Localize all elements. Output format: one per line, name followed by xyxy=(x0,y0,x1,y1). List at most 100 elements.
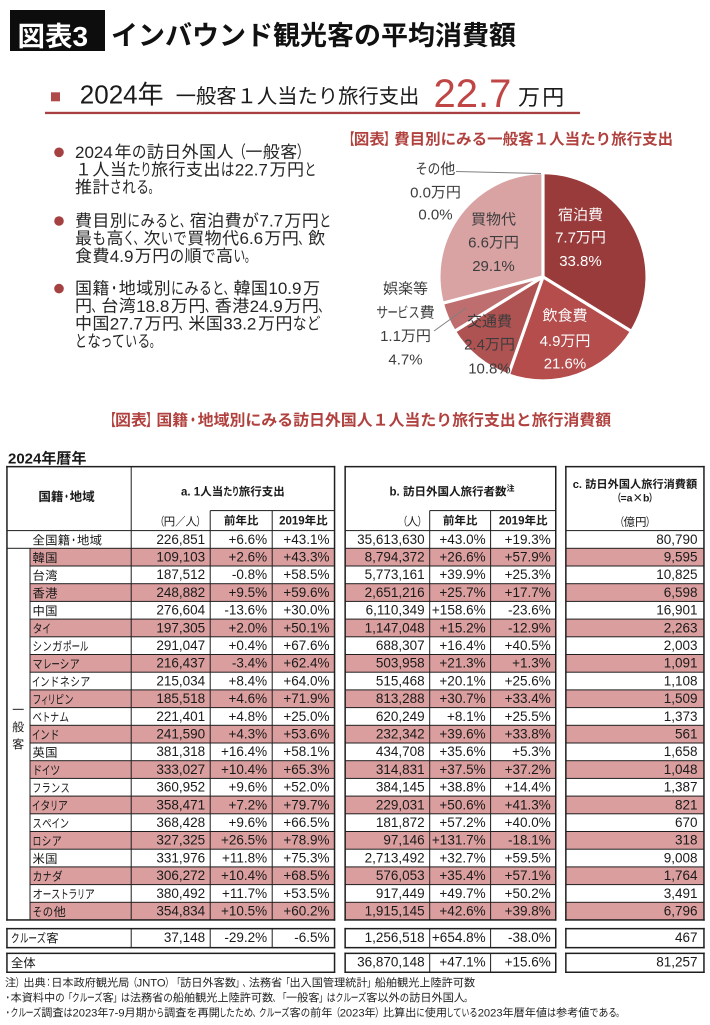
svg-text:+10.4%: +10.4% xyxy=(221,762,267,777)
svg-text:2.4: 2.4 xyxy=(464,337,485,354)
svg-text:670: 670 xyxy=(675,815,698,830)
svg-text:380,492: 380,492 xyxy=(156,886,205,901)
svg-text:+8.1%: +8.1% xyxy=(447,709,486,724)
svg-text:+68.5%: +68.5% xyxy=(283,868,329,883)
svg-text:-29.2%: -29.2% xyxy=(224,930,267,945)
svg-text:+71.9%: +71.9% xyxy=(283,691,329,706)
svg-text:688,307: 688,307 xyxy=(376,638,425,653)
svg-text:+20.1%: +20.1% xyxy=(439,673,485,688)
svg-text:1,915,145: 1,915,145 xyxy=(365,904,425,919)
svg-text:1,256,518: 1,256,518 xyxy=(365,930,425,945)
svg-text:+39.9%: +39.9% xyxy=(439,567,485,582)
svg-text:1,108: 1,108 xyxy=(664,673,698,688)
svg-text:503,958: 503,958 xyxy=(376,656,425,671)
svg-text:=a: =a xyxy=(621,493,633,505)
svg-text:7.7: 7.7 xyxy=(260,212,284,231)
svg-text:2,003: 2,003 xyxy=(664,638,698,653)
svg-text:+43.1%: +43.1% xyxy=(283,532,329,547)
svg-text:216,437: 216,437 xyxy=(156,656,205,671)
svg-text:248,882: 248,882 xyxy=(156,585,205,600)
svg-text:-6.5%: -6.5% xyxy=(294,930,329,945)
svg-text:+8.4%: +8.4% xyxy=(229,673,268,688)
svg-text:6.6: 6.6 xyxy=(240,229,264,248)
svg-text:318: 318 xyxy=(675,833,698,848)
svg-text:4.9: 4.9 xyxy=(110,247,134,266)
svg-text:18.8: 18.8 xyxy=(136,297,169,316)
svg-text:+21.3%: +21.3% xyxy=(439,656,485,671)
svg-text:+11.7%: +11.7% xyxy=(222,886,267,901)
svg-text:+25.6%: +25.6% xyxy=(505,673,551,688)
svg-text:+39.6%: +39.6% xyxy=(439,727,485,742)
svg-text:-18.1%: -18.1% xyxy=(508,833,551,848)
svg-text:+25.0%: +25.0% xyxy=(283,709,329,724)
svg-text:+19.3%: +19.3% xyxy=(505,532,551,547)
svg-text:8,794,372: 8,794,372 xyxy=(365,550,425,565)
svg-text:80,790: 80,790 xyxy=(656,532,697,547)
svg-text:29.1%: 29.1% xyxy=(472,258,515,275)
svg-text:+39.8%: +39.8% xyxy=(505,904,551,919)
svg-text:+50.1%: +50.1% xyxy=(283,620,329,635)
svg-text:1,091: 1,091 xyxy=(664,656,698,671)
svg-text:21.6%: 21.6% xyxy=(544,356,587,373)
svg-text:33.2: 33.2 xyxy=(223,314,256,333)
svg-text:109,103: 109,103 xyxy=(156,550,205,565)
svg-text:467: 467 xyxy=(675,930,698,945)
svg-text:+40.5%: +40.5% xyxy=(505,638,551,653)
svg-text:1,373: 1,373 xyxy=(664,709,698,724)
svg-text:1,147,048: 1,147,048 xyxy=(365,620,425,635)
svg-text:+53.6%: +53.6% xyxy=(283,727,329,742)
svg-text:+11.8%: +11.8% xyxy=(222,850,267,865)
svg-text:384,145: 384,145 xyxy=(376,780,425,795)
svg-text:187,512: 187,512 xyxy=(156,567,205,582)
svg-text:354,834: 354,834 xyxy=(156,904,205,919)
svg-text:c.: c. xyxy=(573,479,582,491)
svg-text:+62.4%: +62.4% xyxy=(283,656,329,671)
svg-text:+40.0%: +40.0% xyxy=(505,815,551,830)
svg-text:+26.5%: +26.5% xyxy=(221,833,267,848)
svg-text:+49.7%: +49.7% xyxy=(439,886,485,901)
svg-text:6,796: 6,796 xyxy=(664,904,698,919)
svg-text:-0.8%: -0.8% xyxy=(232,567,267,582)
svg-text:1,048: 1,048 xyxy=(664,762,698,777)
svg-text:+41.3%: +41.3% xyxy=(505,797,551,812)
svg-text:2023: 2023 xyxy=(478,1008,503,1020)
svg-text:+66.5%: +66.5% xyxy=(283,815,329,830)
svg-text:0.0: 0.0 xyxy=(410,184,431,201)
svg-text:+58.1%: +58.1% xyxy=(283,744,329,759)
svg-text:+17.7%: +17.7% xyxy=(505,585,551,600)
svg-text:9,595: 9,595 xyxy=(664,550,698,565)
svg-text:+1.3%: +1.3% xyxy=(512,656,551,671)
svg-text:+43.0%: +43.0% xyxy=(439,532,485,547)
svg-text:181,872: 181,872 xyxy=(376,815,425,830)
svg-text:+9.6%: +9.6% xyxy=(229,780,268,795)
svg-text:+60.2%: +60.2% xyxy=(283,904,329,919)
svg-text:+0.4%: +0.4% xyxy=(229,638,268,653)
svg-text:917,449: 917,449 xyxy=(376,886,425,901)
svg-text:+131.7%: +131.7% xyxy=(432,833,486,848)
svg-text:+7.2%: +7.2% xyxy=(229,797,268,812)
svg-text:561: 561 xyxy=(675,727,698,742)
svg-text:2,651,216: 2,651,216 xyxy=(365,585,425,600)
svg-text:+59.6%: +59.6% xyxy=(283,585,329,600)
svg-text:1,764: 1,764 xyxy=(664,868,698,883)
svg-text:2,263: 2,263 xyxy=(664,620,698,635)
svg-text:333,027: 333,027 xyxy=(156,762,205,777)
svg-text:9,008: 9,008 xyxy=(664,850,698,865)
svg-text:+26.6%: +26.6% xyxy=(439,550,485,565)
svg-text:+9.5%: +9.5% xyxy=(229,585,268,600)
svg-text:+67.6%: +67.6% xyxy=(283,638,329,653)
svg-text:+9.6%: +9.6% xyxy=(229,815,268,830)
svg-text:1.1: 1.1 xyxy=(380,328,401,345)
svg-text:327,325: 327,325 xyxy=(156,833,205,848)
svg-text:7.7: 7.7 xyxy=(555,230,576,247)
svg-text:221,401: 221,401 xyxy=(156,709,205,724)
svg-text:6.6: 6.6 xyxy=(468,235,489,252)
svg-text:24.9: 24.9 xyxy=(250,297,283,316)
svg-text:+78.9%: +78.9% xyxy=(283,833,329,848)
svg-text:2024: 2024 xyxy=(75,143,113,162)
svg-text:229,031: 229,031 xyxy=(376,797,425,812)
svg-text:37,148: 37,148 xyxy=(164,930,205,945)
svg-text:2,713,492: 2,713,492 xyxy=(365,850,425,865)
svg-text:33.8%: 33.8% xyxy=(559,253,602,270)
svg-text:+16.4%: +16.4% xyxy=(221,744,267,759)
